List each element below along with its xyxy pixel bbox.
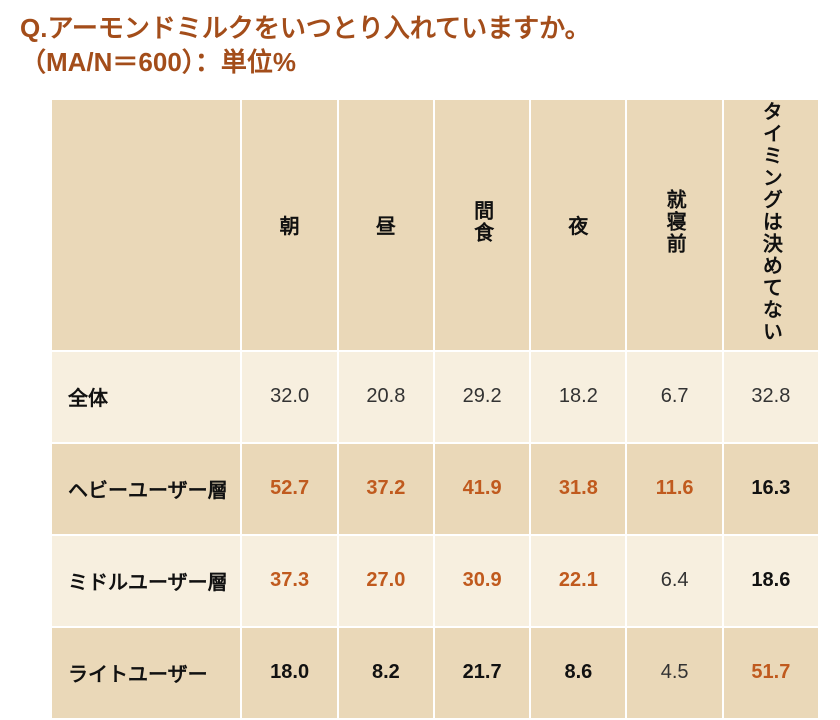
table-row: ヘビーユーザー層52.737.241.931.811.616.3 bbox=[51, 443, 819, 535]
question-title-line2: （MA/N＝600）：単位% bbox=[20, 46, 820, 80]
table-cell: 6.4 bbox=[626, 535, 722, 627]
col-header: 朝 bbox=[241, 99, 337, 351]
table-cell: 30.9 bbox=[434, 535, 530, 627]
table-cell: 8.2 bbox=[338, 627, 434, 719]
table-cell: 22.1 bbox=[530, 535, 626, 627]
table-cell: 11.6 bbox=[626, 443, 722, 535]
row-label: ミドルユーザー層 bbox=[51, 535, 241, 627]
col-header: 間食 bbox=[434, 99, 530, 351]
col-header: 夜 bbox=[530, 99, 626, 351]
table-cell: 32.8 bbox=[723, 351, 819, 443]
col-header: タイミングは決めてない bbox=[723, 99, 819, 351]
col-header-label: 昼 bbox=[376, 216, 396, 238]
table-cell: 29.2 bbox=[434, 351, 530, 443]
table-cell: 51.7 bbox=[723, 627, 819, 719]
table-row: ライトユーザー18.08.221.78.64.551.7 bbox=[51, 627, 819, 719]
table-cell: 37.2 bbox=[338, 443, 434, 535]
table-cell: 41.9 bbox=[434, 443, 530, 535]
table-cell: 52.7 bbox=[241, 443, 337, 535]
table-row: 全体32.020.829.218.26.732.8 bbox=[51, 351, 819, 443]
results-table: 朝 昼 間食 夜 就寝前 タイミングは決めてない 全体32.020.829.21… bbox=[50, 98, 820, 720]
table-cell: 6.7 bbox=[626, 351, 722, 443]
page: Q.アーモンドミルクをいつとり入れていますか。 （MA/N＝600）：単位% 朝… bbox=[0, 0, 840, 656]
col-header-label: 間食 bbox=[468, 200, 497, 244]
table-cell: 8.6 bbox=[530, 627, 626, 719]
table-cell: 20.8 bbox=[338, 351, 434, 443]
row-label: ヘビーユーザー層 bbox=[51, 443, 241, 535]
table-cell: 32.0 bbox=[241, 351, 337, 443]
table-cell: 18.2 bbox=[530, 351, 626, 443]
table-cell: 18.0 bbox=[241, 627, 337, 719]
col-header-label: タイミングは決めてない bbox=[756, 101, 785, 343]
col-header: 昼 bbox=[338, 99, 434, 351]
row-label: 全体 bbox=[51, 351, 241, 443]
question-title: Q.アーモンドミルクをいつとり入れていますか。 （MA/N＝600）：単位% bbox=[20, 12, 820, 80]
table-row: ミドルユーザー層37.327.030.922.16.418.6 bbox=[51, 535, 819, 627]
table-body: 全体32.020.829.218.26.732.8ヘビーユーザー層52.737.… bbox=[51, 351, 819, 719]
table-cell: 31.8 bbox=[530, 443, 626, 535]
col-header-label: 夜 bbox=[568, 216, 588, 238]
row-label: ライトユーザー bbox=[51, 627, 241, 719]
table-header-row: 朝 昼 間食 夜 就寝前 タイミングは決めてない bbox=[51, 99, 819, 351]
header-blank-cell bbox=[51, 99, 241, 351]
col-header-label: 就寝前 bbox=[660, 189, 689, 255]
table-cell: 16.3 bbox=[723, 443, 819, 535]
table-cell: 21.7 bbox=[434, 627, 530, 719]
question-title-line1: Q.アーモンドミルクをいつとり入れていますか。 bbox=[20, 12, 820, 46]
table-cell: 37.3 bbox=[241, 535, 337, 627]
table-cell: 18.6 bbox=[723, 535, 819, 627]
table-head: 朝 昼 間食 夜 就寝前 タイミングは決めてない bbox=[51, 99, 819, 351]
table-cell: 27.0 bbox=[338, 535, 434, 627]
table-cell: 4.5 bbox=[626, 627, 722, 719]
col-header-label: 朝 bbox=[280, 216, 300, 238]
col-header: 就寝前 bbox=[626, 99, 722, 351]
